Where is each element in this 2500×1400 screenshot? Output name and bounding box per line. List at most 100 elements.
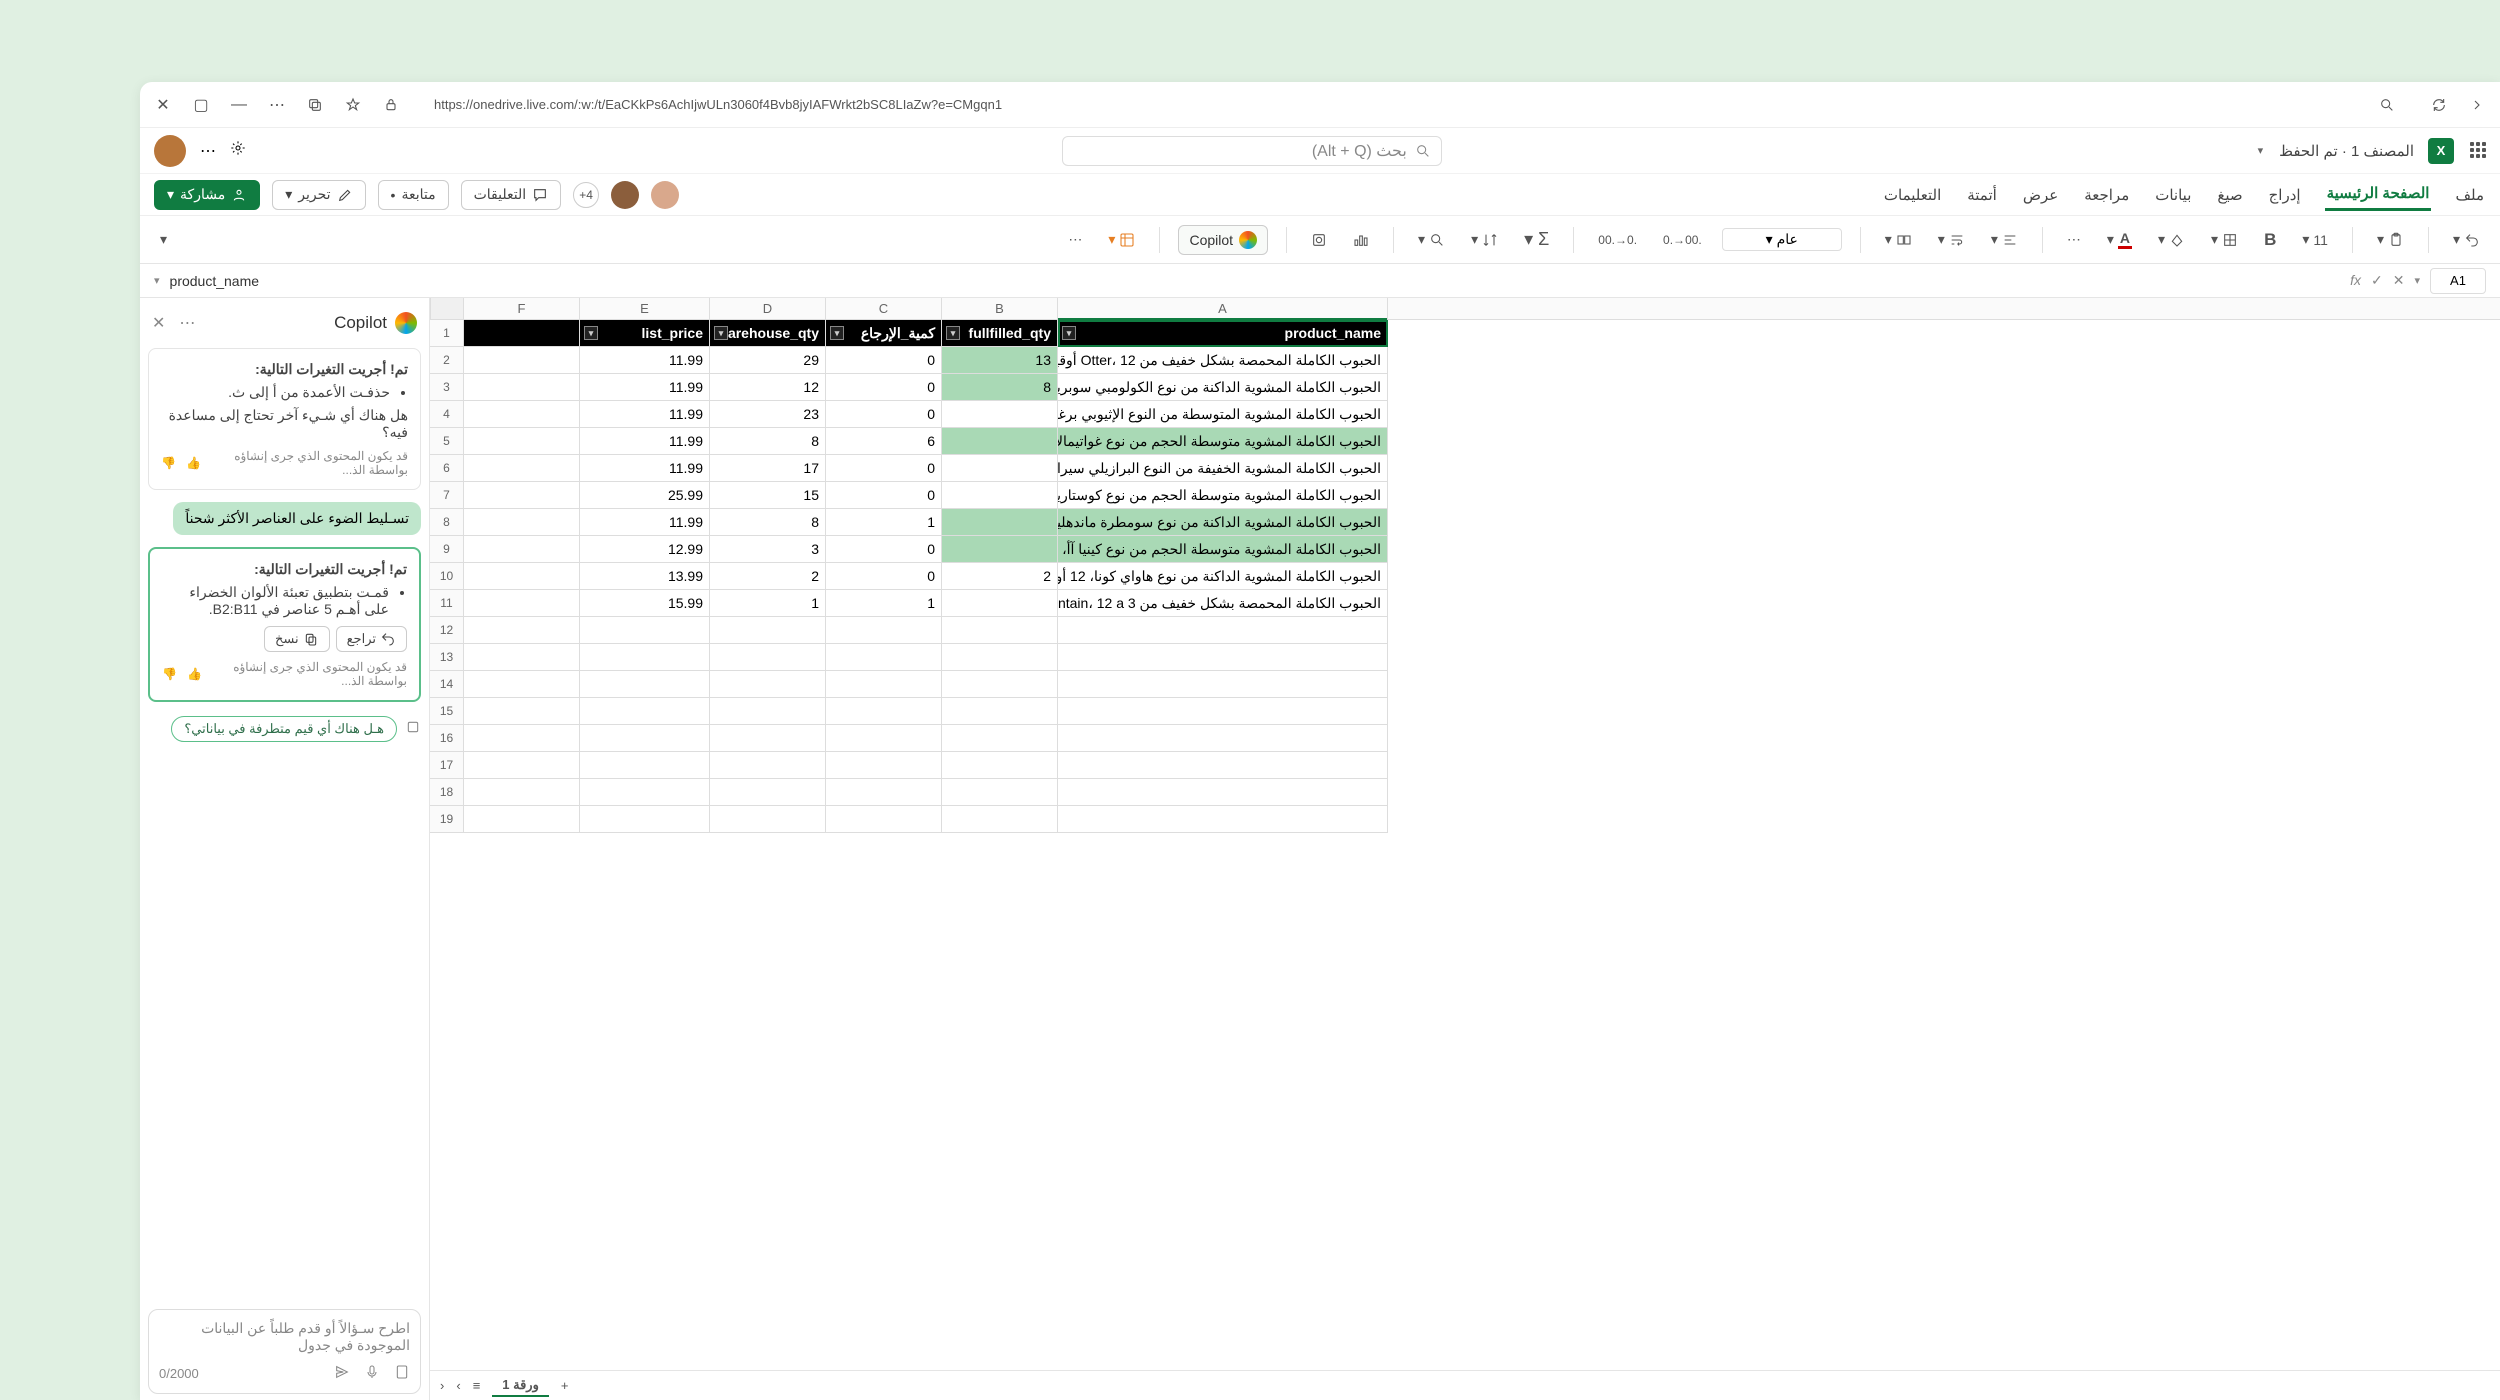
cell[interactable]: 3 [710,536,826,563]
follow-button[interactable]: متابعة• [378,180,449,210]
cell[interactable] [1058,671,1388,698]
cell[interactable]: الحبوب الكاملة المشوية متوسطة الحجم من ن… [1058,536,1388,563]
autosum-button[interactable]: Σ ▾ [1518,225,1555,255]
cell[interactable] [942,698,1058,725]
cell[interactable] [1058,779,1388,806]
row-header[interactable]: 5 [430,428,464,455]
cell[interactable]: 15.99 [580,590,710,617]
tab-automate[interactable]: أتمتة [1965,180,1999,210]
cell[interactable] [942,428,1058,455]
cell[interactable]: 11.99 [580,374,710,401]
cell[interactable] [464,644,580,671]
cell[interactable] [1058,617,1388,644]
cell[interactable]: 11.99 [580,509,710,536]
send-icon[interactable] [334,1364,350,1383]
cell[interactable] [464,536,580,563]
expand-formula-icon[interactable]: ▾ [154,274,160,287]
thumbs-down-icon[interactable]: 👎 [161,456,176,470]
cell[interactable] [710,698,826,725]
cell[interactable] [826,671,942,698]
more-toolbar[interactable]: ⋯ [1062,225,1088,255]
name-box-dd[interactable]: ▾ [2414,274,2420,287]
merge-button[interactable]: ▾ [1879,225,1918,255]
cell[interactable] [464,482,580,509]
comments-button[interactable]: التعليقات [461,180,562,210]
row-header[interactable]: 18 [430,779,464,806]
font-color-button[interactable]: A▾ [2101,225,2138,255]
cell[interactable]: 0 [826,455,942,482]
tab-home[interactable]: الصفحة الرئيسية [2325,178,2432,211]
cell[interactable] [464,347,580,374]
thumbs-up-icon[interactable]: 👍 [187,667,202,681]
sheet-tab[interactable]: ورقة 1 [492,1375,549,1397]
site-info-icon[interactable] [382,96,400,114]
cell[interactable]: الحبوب الكاملة المشوية الداكنة من نوع ها… [1058,563,1388,590]
cell[interactable] [580,671,710,698]
column-header[interactable]: C [826,298,942,319]
formula-input[interactable] [170,273,2341,289]
cell[interactable] [942,590,1058,617]
doc-title[interactable]: المصنف 1 · تم الحفظ [2279,142,2414,160]
name-box[interactable]: A1 [2430,268,2486,294]
cell[interactable] [464,617,580,644]
row-header[interactable]: 9 [430,536,464,563]
number-format[interactable]: عام ▾ [1722,228,1842,251]
editing-button[interactable]: تحرير ▾ [272,180,365,210]
grid-body[interactable]: 1list_price▾warehouse_qty▾كمية_الإرجاع▾f… [430,320,2500,1370]
cell[interactable] [826,698,942,725]
presence-more[interactable]: 4+ [573,182,599,208]
cell[interactable] [826,644,942,671]
refresh-icon[interactable] [2430,96,2448,114]
row-header[interactable]: 1 [430,320,464,347]
cell[interactable] [826,617,942,644]
column-header[interactable]: D [710,298,826,319]
all-sheets-icon[interactable]: ≡ [473,1378,481,1393]
cell[interactable] [464,455,580,482]
cell[interactable]: 0 [826,401,942,428]
user-avatar[interactable] [154,135,186,167]
cell[interactable] [464,806,580,833]
url-bar[interactable] [420,89,2410,121]
select-all-corner[interactable] [430,298,464,319]
more-font[interactable]: ⋯ [2061,225,2087,255]
cell[interactable] [580,725,710,752]
search-icon[interactable] [2378,96,2396,114]
cell[interactable] [710,806,826,833]
thumbs-down-icon[interactable]: 👎 [162,667,177,681]
tab-review[interactable]: مراجعة [2082,180,2131,210]
cell[interactable]: 8 [942,374,1058,401]
cell[interactable] [826,779,942,806]
analyze-button[interactable] [1347,225,1375,255]
nav-prev-icon[interactable]: ‹ [456,1378,460,1393]
cell[interactable] [710,779,826,806]
cell[interactable]: 13.99 [580,563,710,590]
cell[interactable] [580,698,710,725]
cell[interactable]: الحبوب الكاملة المشوية الداكنة من نوع سو… [1058,509,1388,536]
cell[interactable] [942,752,1058,779]
cell[interactable]: list_price▾ [580,320,710,347]
cell[interactable]: الحبوب الكاملة المشوية متوسطة الحجم من ن… [1058,482,1388,509]
filter-icon[interactable]: ▾ [1062,326,1076,340]
tab-insert[interactable]: إدراج [2267,180,2303,210]
settings-icon[interactable] [230,140,246,161]
cell[interactable]: 13 [942,347,1058,374]
cell[interactable]: 0 [826,374,942,401]
cell[interactable] [1058,644,1388,671]
cell[interactable]: 0 [826,536,942,563]
cell[interactable] [464,590,580,617]
nav-next-icon[interactable]: › [440,1378,444,1393]
cell[interactable]: 11.99 [580,455,710,482]
cell[interactable]: 8 [710,509,826,536]
copilot-more-icon[interactable]: ⋯ [179,313,195,333]
cell[interactable] [580,779,710,806]
cell[interactable] [826,752,942,779]
cell[interactable]: 23 [710,401,826,428]
find-button[interactable]: ▾ [1412,225,1451,255]
decimal-dec-button[interactable]: .0→.00 [1592,225,1643,255]
sort-filter-button[interactable]: ▾ [1465,225,1504,255]
cell[interactable] [942,482,1058,509]
cell[interactable] [580,617,710,644]
cell[interactable] [580,752,710,779]
row-header[interactable]: 2 [430,347,464,374]
cell[interactable]: product_name▾ [1058,320,1388,347]
